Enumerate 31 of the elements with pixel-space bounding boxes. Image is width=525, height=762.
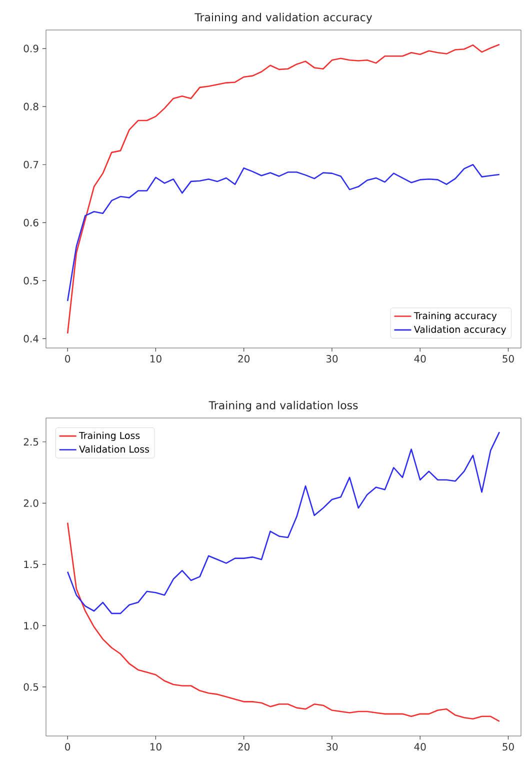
y-tick-label: 0.8 <box>24 102 38 110</box>
x-tick-label: 0 <box>65 355 70 363</box>
x-tick-label: 40 <box>414 355 426 363</box>
x-tick-label: 30 <box>326 743 338 751</box>
line-series <box>66 164 500 302</box>
y-tick-label: 1.5 <box>24 560 38 568</box>
line-series <box>66 431 500 614</box>
x-tick-label: 10 <box>150 743 162 751</box>
legend-label: Validation accuracy <box>414 326 506 335</box>
y-tick-label: 0.4 <box>24 334 38 342</box>
y-tick-label: 2.0 <box>24 499 38 507</box>
y-tick-label: 0.9 <box>24 44 38 52</box>
y-tick-label: 0.7 <box>24 160 38 168</box>
chart-title: Training and validation accuracy <box>194 12 372 24</box>
chart-title: Training and validation loss <box>208 400 358 412</box>
x-tick-label: 20 <box>238 355 250 363</box>
legend-label: Validation Loss <box>79 445 150 453</box>
y-tick-label: 1.0 <box>24 622 38 630</box>
legend-label: Training Loss <box>78 432 140 441</box>
x-tick-label: 10 <box>150 355 162 363</box>
y-tick-label: 0.5 <box>24 276 38 284</box>
y-tick-label: 2.5 <box>24 438 38 446</box>
x-tick-label: 30 <box>326 355 338 363</box>
legend-label: Training accuracy <box>414 312 497 322</box>
y-tick-label: 0.6 <box>24 218 38 226</box>
x-tick-label: 50 <box>502 743 514 751</box>
x-tick-label: 50 <box>502 355 514 363</box>
y-tick-label: 0.5 <box>24 683 38 691</box>
x-tick-label: 20 <box>238 743 250 751</box>
x-tick-label: 40 <box>414 743 426 751</box>
x-tick-label: 0 <box>65 743 70 751</box>
